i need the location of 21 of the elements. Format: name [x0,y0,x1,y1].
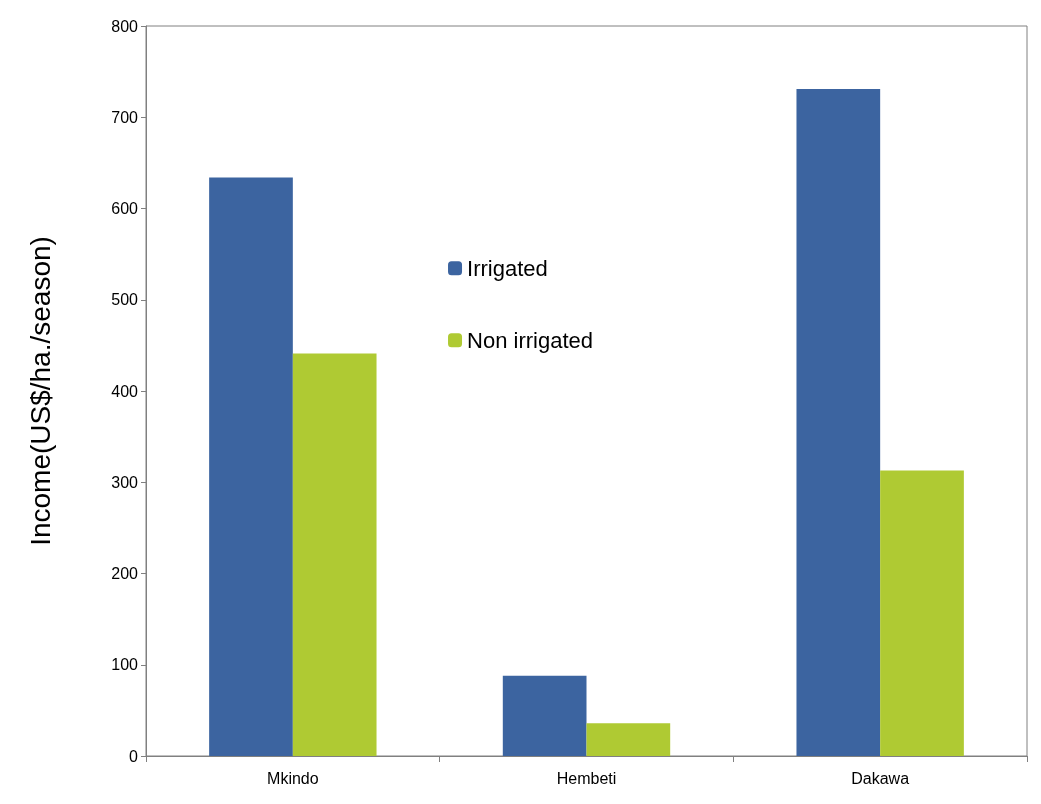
y-tick-label: 200 [111,565,139,582]
bar [880,470,964,756]
y-tick-label: 100 [111,656,139,674]
y-tick-label: 0 [129,747,139,765]
legend-label: Non irrigated [467,327,593,353]
y-tick-label: 700 [111,108,139,126]
y-tick-label: 300 [111,473,139,491]
bar [292,353,377,756]
bar [209,177,293,756]
bar [796,88,881,756]
legend-label: Irrigated [467,255,548,281]
bar [502,675,587,756]
y-axis-title: Income(US$/ha./season) [24,236,56,546]
y-tick-label: 500 [111,291,139,309]
x-tick-label: Mkindo [267,769,319,787]
y-tick-label: 400 [111,382,139,400]
y-tick-label: 800 [111,17,139,35]
x-tick-label: Hembeti [556,769,617,787]
bar [586,723,671,756]
y-tick-label: 600 [111,200,139,217]
x-tick-label: Dakawa [851,769,910,787]
